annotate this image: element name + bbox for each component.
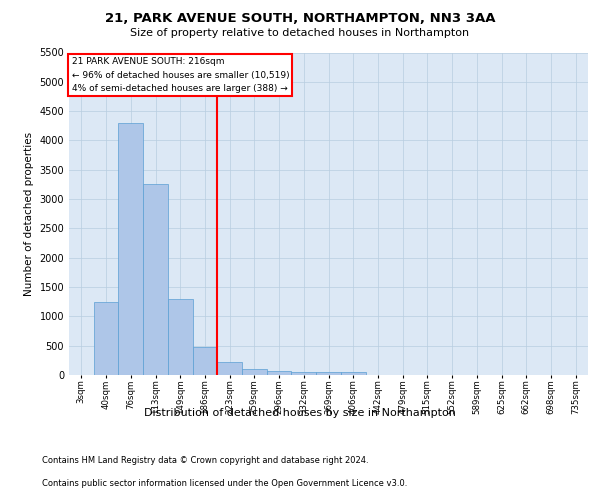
Bar [168,299,193,375]
Bar [94,302,118,375]
Bar [118,123,143,375]
Bar [292,372,316,375]
Bar [193,347,217,375]
Text: Contains HM Land Registry data © Crown copyright and database right 2024.: Contains HM Land Registry data © Crown c… [42,456,368,465]
Bar [267,371,292,375]
Text: Distribution of detached houses by size in Northampton: Distribution of detached houses by size … [144,408,456,418]
Bar [242,369,267,375]
Y-axis label: Number of detached properties: Number of detached properties [24,132,34,296]
Text: Size of property relative to detached houses in Northampton: Size of property relative to detached ho… [130,28,470,38]
Bar [341,372,365,375]
Bar [316,372,341,375]
Text: 21, PARK AVENUE SOUTH, NORTHAMPTON, NN3 3AA: 21, PARK AVENUE SOUTH, NORTHAMPTON, NN3 … [105,12,495,26]
Bar [143,184,168,375]
Bar [217,362,242,375]
Text: Contains public sector information licensed under the Open Government Licence v3: Contains public sector information licen… [42,478,407,488]
Text: 21 PARK AVENUE SOUTH: 216sqm
← 96% of detached houses are smaller (10,519)
4% of: 21 PARK AVENUE SOUTH: 216sqm ← 96% of de… [71,58,289,92]
